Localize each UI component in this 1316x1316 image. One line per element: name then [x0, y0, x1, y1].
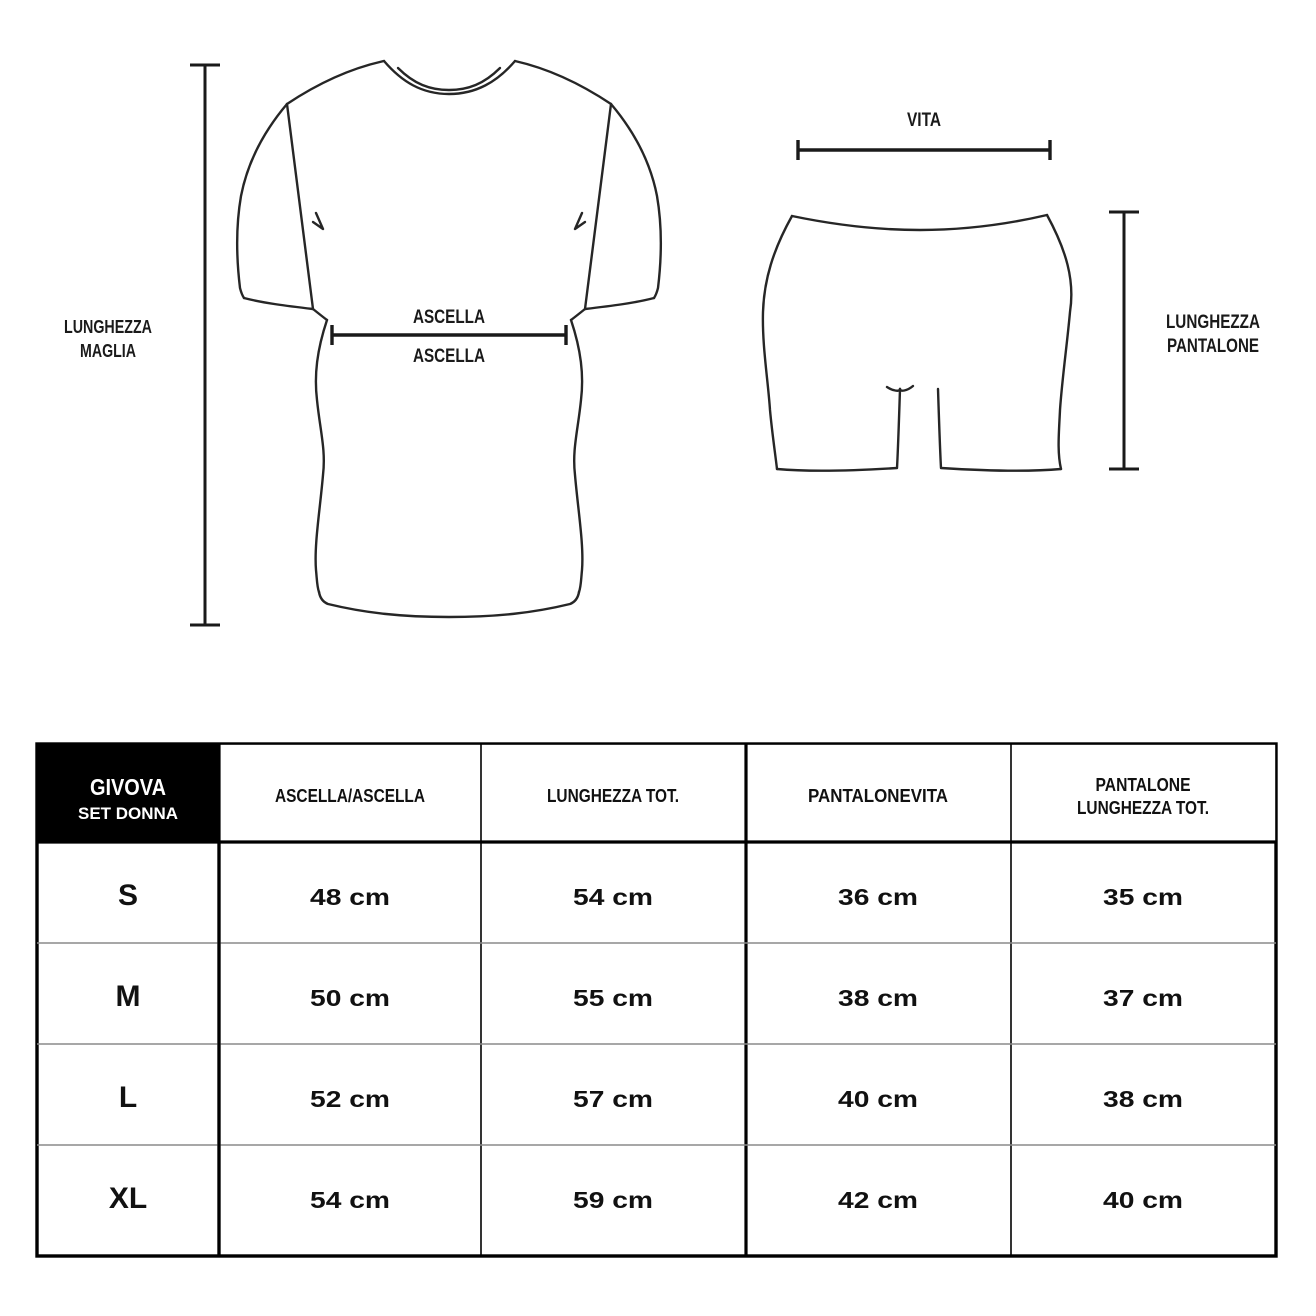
svg-text:57 cm: 57 cm [573, 1086, 653, 1112]
svg-text:VITA: VITA [907, 110, 941, 131]
svg-text:LUNGHEZZA TOT.: LUNGHEZZA TOT. [547, 786, 679, 806]
svg-text:ASCELLA: ASCELLA [413, 346, 485, 367]
svg-text:LUNGHEZZA TOT.: LUNGHEZZA TOT. [1077, 798, 1209, 818]
svg-text:ASCELLA/ASCELLA: ASCELLA/ASCELLA [275, 786, 425, 806]
svg-text:54 cm: 54 cm [573, 884, 653, 910]
svg-text:48 cm: 48 cm [310, 884, 390, 910]
svg-text:54 cm: 54 cm [310, 1187, 390, 1213]
svg-text:L: L [119, 1081, 137, 1114]
svg-text:XL: XL [109, 1182, 147, 1215]
svg-text:ASCELLA: ASCELLA [413, 307, 485, 328]
svg-text:PANTALONE: PANTALONE [1096, 775, 1191, 795]
svg-text:37 cm: 37 cm [1103, 985, 1183, 1011]
svg-text:GIVOVA: GIVOVA [90, 774, 166, 800]
svg-text:55 cm: 55 cm [573, 985, 653, 1011]
svg-text:SET DONNA: SET DONNA [78, 804, 178, 823]
svg-text:50 cm: 50 cm [310, 985, 390, 1011]
svg-text:LUNGHEZZA: LUNGHEZZA [64, 317, 152, 337]
svg-text:40 cm: 40 cm [1103, 1187, 1183, 1213]
svg-text:PANTALONEVITA: PANTALONEVITA [808, 786, 948, 806]
svg-text:PANTALONE: PANTALONE [1167, 336, 1259, 357]
svg-text:LUNGHEZZA: LUNGHEZZA [1166, 312, 1260, 333]
svg-text:52 cm: 52 cm [310, 1086, 390, 1112]
svg-text:42 cm: 42 cm [838, 1187, 918, 1213]
svg-text:40 cm: 40 cm [838, 1086, 918, 1112]
svg-text:M: M [116, 980, 141, 1013]
svg-text:38 cm: 38 cm [838, 985, 918, 1011]
svg-text:38 cm: 38 cm [1103, 1086, 1183, 1112]
svg-text:S: S [118, 879, 138, 912]
svg-text:35 cm: 35 cm [1103, 884, 1183, 910]
svg-text:59 cm: 59 cm [573, 1187, 653, 1213]
svg-text:MAGLIA: MAGLIA [80, 341, 136, 361]
svg-text:36 cm: 36 cm [838, 884, 918, 910]
